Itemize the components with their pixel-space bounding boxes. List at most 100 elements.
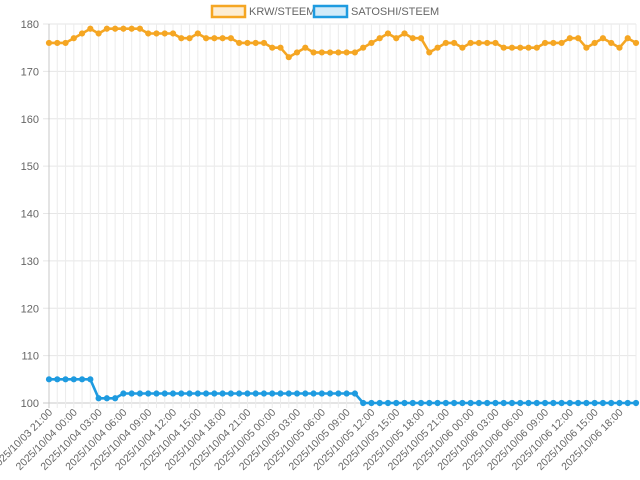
data-point: [368, 399, 375, 407]
data-point: [112, 395, 119, 402]
data-point: [541, 399, 549, 407]
data-point: [335, 49, 342, 56]
data-point: [54, 39, 61, 47]
data-point: [409, 35, 416, 42]
data-point: [550, 399, 557, 407]
y-tick-label: 160: [21, 114, 39, 126]
data-point: [484, 39, 491, 47]
data-point: [508, 44, 516, 51]
data-point: [632, 399, 640, 407]
data-point: [145, 390, 152, 397]
data-point: [326, 49, 334, 56]
data-point: [54, 376, 61, 383]
data-point: [368, 39, 375, 47]
data-point: [45, 39, 53, 47]
data-point: [153, 30, 160, 37]
data-point: [78, 376, 86, 383]
data-point: [624, 399, 631, 407]
data-point: [591, 39, 598, 47]
data-point: [393, 399, 400, 407]
data-point: [459, 399, 466, 407]
data-point: [260, 390, 268, 397]
data-point: [260, 39, 268, 47]
data-point: [236, 39, 243, 47]
data-point: [409, 399, 416, 407]
data-point: [591, 399, 598, 407]
data-point: [599, 35, 607, 42]
data-point: [376, 35, 383, 42]
data-point: [285, 390, 292, 397]
data-point: [558, 399, 565, 407]
data-point: [393, 35, 400, 42]
data-point: [401, 399, 408, 407]
data-point: [384, 30, 392, 37]
data-point: [492, 399, 499, 407]
data-point: [318, 49, 325, 56]
data-point: [194, 30, 201, 37]
data-point: [252, 390, 259, 397]
data-point: [244, 39, 251, 47]
data-point: [351, 49, 359, 56]
data-point: [467, 399, 474, 407]
data-point: [285, 54, 292, 61]
y-tick-label: 100: [21, 398, 39, 410]
data-point: [103, 395, 110, 402]
data-point: [161, 30, 168, 37]
data-point: [541, 39, 549, 47]
data-point: [566, 399, 573, 407]
data-point: [95, 395, 102, 402]
y-tick-label: 120: [21, 303, 39, 315]
data-point: [128, 390, 135, 397]
data-point: [616, 399, 623, 407]
data-point: [310, 49, 317, 56]
legend-krw-steem-swatch: [210, 4, 247, 19]
data-point: [87, 376, 94, 383]
data-point: [219, 35, 226, 42]
data-point: [360, 44, 367, 51]
data-point: [302, 390, 309, 397]
data-point: [302, 44, 309, 51]
data-point: [277, 44, 284, 51]
data-point: [244, 390, 251, 397]
data-point: [442, 39, 449, 47]
data-point: [95, 30, 102, 37]
data-point: [318, 390, 325, 397]
data-point: [112, 25, 119, 32]
data-point: [87, 25, 94, 32]
data-point: [186, 35, 193, 42]
data-point: [608, 399, 615, 407]
data-point: [169, 390, 177, 397]
y-tick-label: 170: [21, 66, 39, 78]
data-point: [202, 390, 210, 397]
y-tick-label: 180: [21, 19, 39, 31]
data-point: [508, 399, 516, 407]
data-point: [583, 399, 590, 407]
y-tick-label: 140: [21, 209, 39, 221]
data-point: [227, 35, 234, 42]
data-point: [525, 399, 532, 407]
data-point: [178, 390, 185, 397]
data-point: [525, 44, 532, 51]
data-point: [169, 30, 177, 37]
legend-satoshi-steem-label: SATOSHI/STEEM: [351, 6, 439, 18]
legend-krw-steem-label: KRW/STEEM: [249, 6, 315, 18]
data-point: [434, 44, 441, 51]
data-point: [178, 35, 185, 42]
data-point: [624, 35, 631, 42]
data-point: [211, 35, 218, 42]
data-point: [186, 390, 193, 397]
data-point: [153, 390, 160, 397]
data-point: [128, 25, 135, 32]
data-point: [575, 35, 582, 42]
data-point: [62, 39, 69, 47]
data-point: [459, 44, 466, 51]
data-point: [616, 44, 623, 51]
data-point: [599, 399, 607, 407]
data-point: [103, 25, 110, 32]
data-point: [45, 376, 53, 383]
y-tick-label: 150: [21, 161, 39, 173]
data-point: [343, 49, 350, 56]
data-point: [442, 399, 449, 407]
series-line-satoshi-steem: [49, 377, 636, 405]
